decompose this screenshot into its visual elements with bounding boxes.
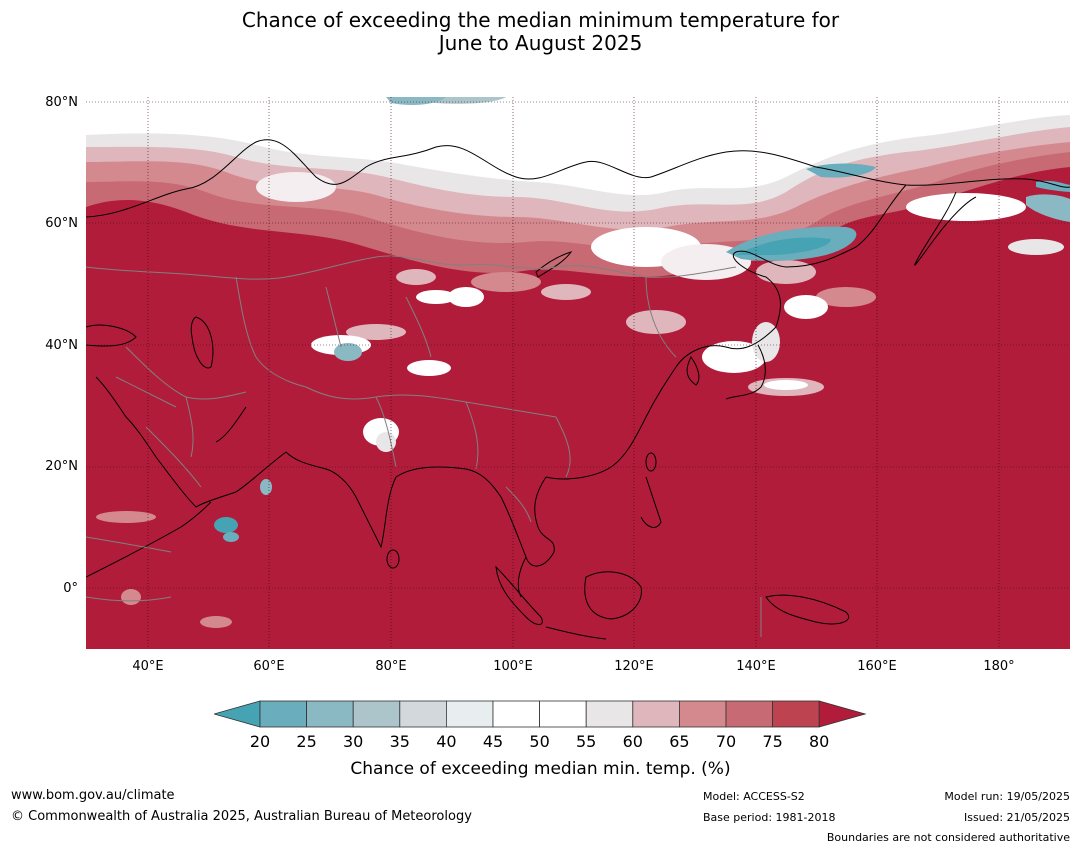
colorbar-tick-label: 70 bbox=[715, 732, 737, 751]
colorbar-segment bbox=[585, 700, 634, 728]
colorbar-segment bbox=[725, 700, 773, 728]
lat-label-40n: 40°N bbox=[45, 338, 78, 353]
lon-label-180: 180° bbox=[983, 659, 1015, 674]
colorbar-segment bbox=[539, 700, 587, 728]
colorbar-tick-label: 30 bbox=[343, 732, 364, 751]
lon-label-120e: 120°E bbox=[614, 659, 654, 674]
coastlines bbox=[86, 139, 1070, 640]
colorbar-tick-label: 55 bbox=[576, 732, 597, 751]
colorbar-segment bbox=[259, 700, 307, 728]
forecast-map bbox=[86, 97, 1070, 649]
model-run-date: Model run: 19/05/2025 bbox=[944, 790, 1070, 803]
lon-label-80e: 80°E bbox=[375, 659, 407, 674]
colorbar-tick-label: 25 bbox=[296, 732, 317, 751]
title-line-2: June to August 2025 bbox=[438, 31, 643, 55]
lon-label-60e: 60°E bbox=[253, 659, 285, 674]
copyright-text: © Commonwealth of Australia 2025, Austra… bbox=[11, 809, 472, 824]
colorbar-extend-low bbox=[214, 700, 261, 728]
map-title: Chance of exceeding the median minimum t… bbox=[0, 9, 1081, 55]
near-median-blobs bbox=[96, 287, 828, 628]
below-median-areas bbox=[386, 97, 1070, 261]
colorbar-tick-label: 45 bbox=[482, 732, 504, 751]
website-link[interactable]: www.bom.gov.au/climate bbox=[11, 788, 175, 803]
colorbar-segment bbox=[632, 700, 680, 728]
colorbar-tick-label: 40 bbox=[436, 732, 457, 751]
colorbar-segment bbox=[306, 700, 354, 728]
boundaries-disclaimer: Boundaries are not considered authoritat… bbox=[826, 831, 1070, 844]
colorbar-tick-label: 60 bbox=[622, 732, 643, 751]
colorbar-tick-label: 65 bbox=[669, 732, 690, 751]
lon-label-40e: 40°E bbox=[132, 659, 164, 674]
graticule bbox=[86, 97, 1070, 649]
colorbar-segment bbox=[399, 700, 447, 728]
model-name: Model: ACCESS-S2 bbox=[703, 790, 805, 803]
base-period: Base period: 1981-2018 bbox=[703, 811, 836, 824]
colorbar-tick-label: 20 bbox=[249, 732, 271, 751]
colorbar bbox=[214, 700, 867, 728]
lat-label-60n: 60°N bbox=[45, 216, 78, 231]
colorbar-tick-label: 35 bbox=[389, 732, 410, 751]
lon-label-140e: 140°E bbox=[736, 659, 776, 674]
lat-label-0: 0° bbox=[63, 581, 78, 596]
title-line-1: Chance of exceeding the median minimum t… bbox=[241, 8, 840, 32]
lat-label-80n: 80°N bbox=[45, 95, 78, 110]
colorbar-tick-label: 80 bbox=[809, 732, 830, 751]
colorbar-label: Chance of exceeding median min. temp. (%… bbox=[350, 759, 731, 779]
issued-date: Issued: 21/05/2025 bbox=[963, 811, 1070, 824]
colorbar-segment bbox=[772, 700, 820, 728]
colorbar-segment bbox=[678, 700, 727, 728]
colorbar-segment bbox=[352, 700, 401, 728]
lat-label-20n: 20°N bbox=[45, 459, 78, 474]
colorbar-segment bbox=[492, 700, 540, 728]
colorbar-segment bbox=[445, 700, 494, 728]
lon-label-160e: 160°E bbox=[857, 659, 897, 674]
colorbar-tick-label: 75 bbox=[762, 732, 783, 751]
colorbar-tick-label: 50 bbox=[529, 732, 550, 751]
country-borders bbox=[86, 255, 762, 637]
lon-label-100e: 100°E bbox=[493, 659, 533, 674]
colorbar-extend-high bbox=[818, 700, 867, 728]
